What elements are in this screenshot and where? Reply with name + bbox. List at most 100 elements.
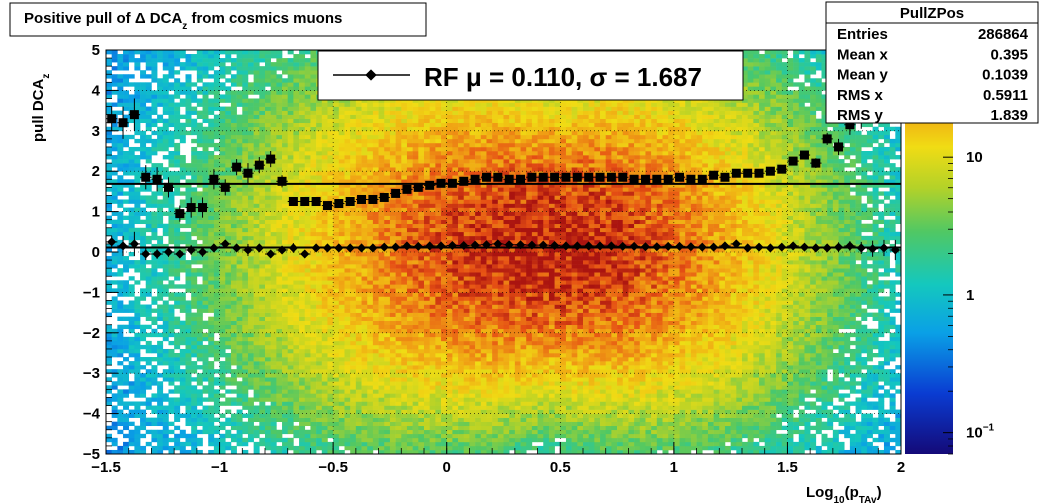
heatmap-cell (162, 58, 169, 63)
heatmap-cell (401, 175, 408, 180)
heatmap-cell (287, 300, 294, 305)
heatmap-cell (333, 369, 340, 374)
heatmap-cell (304, 413, 311, 418)
heatmap-cell (151, 142, 158, 148)
heatmap-cell (168, 365, 175, 370)
heatmap-cell (344, 405, 351, 410)
heatmap-cell (338, 191, 345, 196)
heatmap-cell (333, 409, 340, 414)
heatmap-cell (259, 308, 266, 313)
heatmap-cell (338, 171, 345, 176)
heatmap-cell (276, 199, 283, 204)
heatmap-cell (179, 373, 186, 378)
heatmap-cell (140, 260, 147, 265)
heatmap-cell (242, 163, 249, 168)
heatmap-cell (389, 385, 396, 390)
heatmap-cell (270, 239, 277, 245)
heatmap-cell (157, 348, 164, 354)
heatmap-cell (242, 62, 249, 67)
heatmap-cell (299, 373, 306, 378)
heatmap-cell (191, 163, 198, 168)
heatmap-cell (372, 409, 379, 414)
heatmap-cell (316, 118, 323, 124)
heatmap-cell (378, 393, 385, 398)
heatmap-cell (378, 320, 385, 326)
heatmap-cell (253, 393, 260, 398)
heatmap-cell (338, 397, 345, 402)
heatmap-cell (128, 348, 135, 354)
heatmap-cell (406, 421, 413, 427)
heatmap-cell (310, 437, 317, 443)
heatmap-cell (219, 223, 226, 229)
heatmap-cell (384, 361, 391, 366)
heatmap-cell (196, 223, 203, 229)
heatmap-cell (145, 235, 152, 241)
heatmap-cell (168, 211, 175, 216)
heatmap-cell (299, 58, 306, 63)
heatmap-cell (310, 191, 317, 196)
heatmap-cell (265, 429, 271, 435)
heatmap-cell (389, 373, 396, 378)
heatmap-cell (213, 159, 220, 164)
heatmap-cell (401, 377, 408, 382)
heatmap-cell (230, 413, 237, 418)
heatmap-cell (304, 82, 311, 87)
heatmap-cell (196, 62, 203, 67)
heatmap-cell (401, 276, 408, 281)
heatmap-cell (236, 82, 243, 87)
heatmap-cell (406, 260, 413, 265)
heatmap-cell (213, 146, 220, 152)
heatmap-cell (208, 381, 215, 386)
heatmap-cell (111, 413, 118, 418)
heatmap-cell (225, 332, 232, 338)
heatmap-cell (310, 405, 317, 410)
heatmap-cell (327, 256, 334, 261)
heatmap-cell (401, 102, 408, 107)
heatmap-cell (367, 219, 374, 225)
heatmap-cell (185, 167, 192, 172)
heatmap-cell (242, 195, 249, 200)
heatmap-cell (225, 324, 232, 330)
heatmap-cell (128, 163, 135, 168)
heatmap-cell (265, 78, 271, 83)
heatmap-cell (128, 252, 135, 257)
heatmap-cell (350, 138, 357, 144)
heatmap-cell (213, 264, 220, 269)
heatmap-cell (401, 425, 408, 431)
heatmap-cell (333, 357, 340, 362)
heatmap-cell (145, 110, 152, 115)
heatmap-cell (333, 397, 340, 402)
heatmap-cell (134, 425, 141, 431)
heatmap-cell (412, 353, 419, 358)
heatmap-cell (123, 405, 130, 410)
heatmap-cell (395, 336, 402, 342)
heatmap-cell (157, 260, 164, 265)
heatmap-cell (338, 373, 345, 378)
heatmap-cell (202, 50, 209, 55)
heatmap-cell (333, 320, 340, 326)
heatmap-cell (162, 361, 169, 366)
heatmap-cell (372, 353, 379, 358)
heatmap-cell (333, 167, 340, 172)
heatmap-cell (418, 324, 425, 330)
heatmap-cell (242, 361, 249, 366)
heatmap-cell (367, 272, 374, 277)
heatmap-cell (106, 231, 112, 237)
heatmap-cell (230, 373, 237, 378)
heatmap-cell (276, 223, 283, 229)
heatmap-cell (168, 268, 175, 273)
heatmap-cell (304, 369, 311, 374)
heatmap-cell (111, 231, 118, 237)
heatmap-cell (310, 54, 317, 59)
heatmap-cell (179, 231, 186, 237)
heatmap-cell (111, 260, 118, 265)
heatmap-cell (111, 223, 118, 229)
heatmap-cell (236, 151, 243, 156)
heatmap-cell (140, 235, 147, 241)
heatmap-cell (140, 167, 147, 172)
heatmap-cell (123, 106, 130, 111)
heatmap-cell (355, 268, 362, 273)
heatmap-cell (219, 247, 226, 253)
heatmap-cell (242, 179, 249, 184)
heatmap-cell (304, 397, 311, 402)
